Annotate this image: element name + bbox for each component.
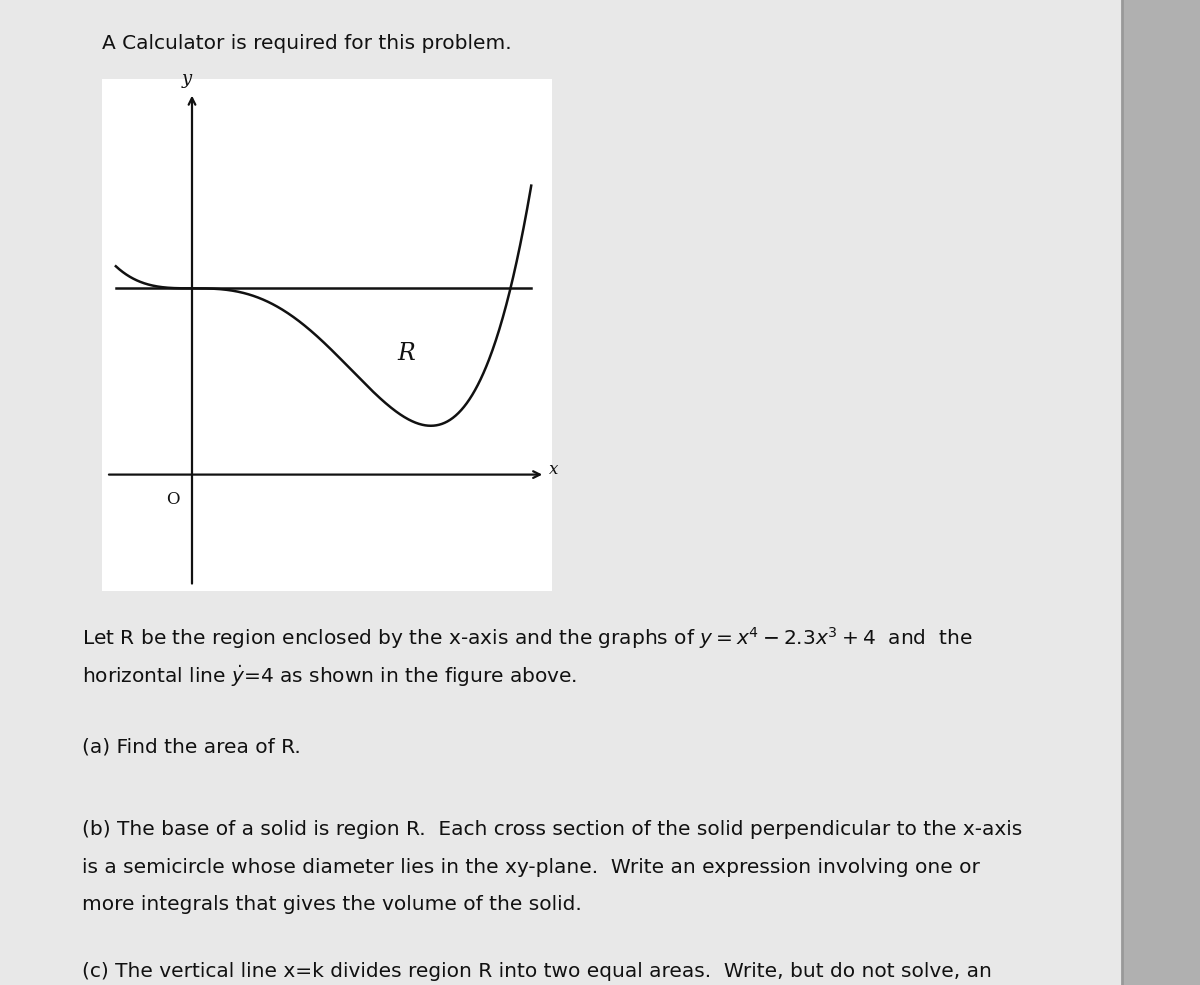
Text: Let R be the region enclosed by the x-axis and the graphs of $y=x^4-2.3x^3+4$  a: Let R be the region enclosed by the x-ax…: [82, 625, 972, 651]
Text: x: x: [550, 461, 559, 479]
Text: y: y: [181, 70, 192, 88]
Text: (c) The vertical line x=k divides region R into two equal areas.  Write, but do : (c) The vertical line x=k divides region…: [82, 962, 991, 981]
Text: (b) The base of a solid is region R.  Each cross section of the solid perpendicu: (b) The base of a solid is region R. Eac…: [82, 821, 1022, 839]
Text: R: R: [397, 342, 415, 364]
Text: horizontal line $\dot{y}$=4 as shown in the figure above.: horizontal line $\dot{y}$=4 as shown in …: [82, 663, 577, 689]
Text: (a) Find the area of R.: (a) Find the area of R.: [82, 738, 300, 756]
Text: more integrals that gives the volume of the solid.: more integrals that gives the volume of …: [82, 895, 581, 914]
Text: A Calculator is required for this problem.: A Calculator is required for this proble…: [102, 34, 511, 53]
Text: O: O: [166, 491, 179, 508]
Text: is a semicircle whose diameter lies in the xy-plane.  Write an expression involv: is a semicircle whose diameter lies in t…: [82, 858, 979, 877]
